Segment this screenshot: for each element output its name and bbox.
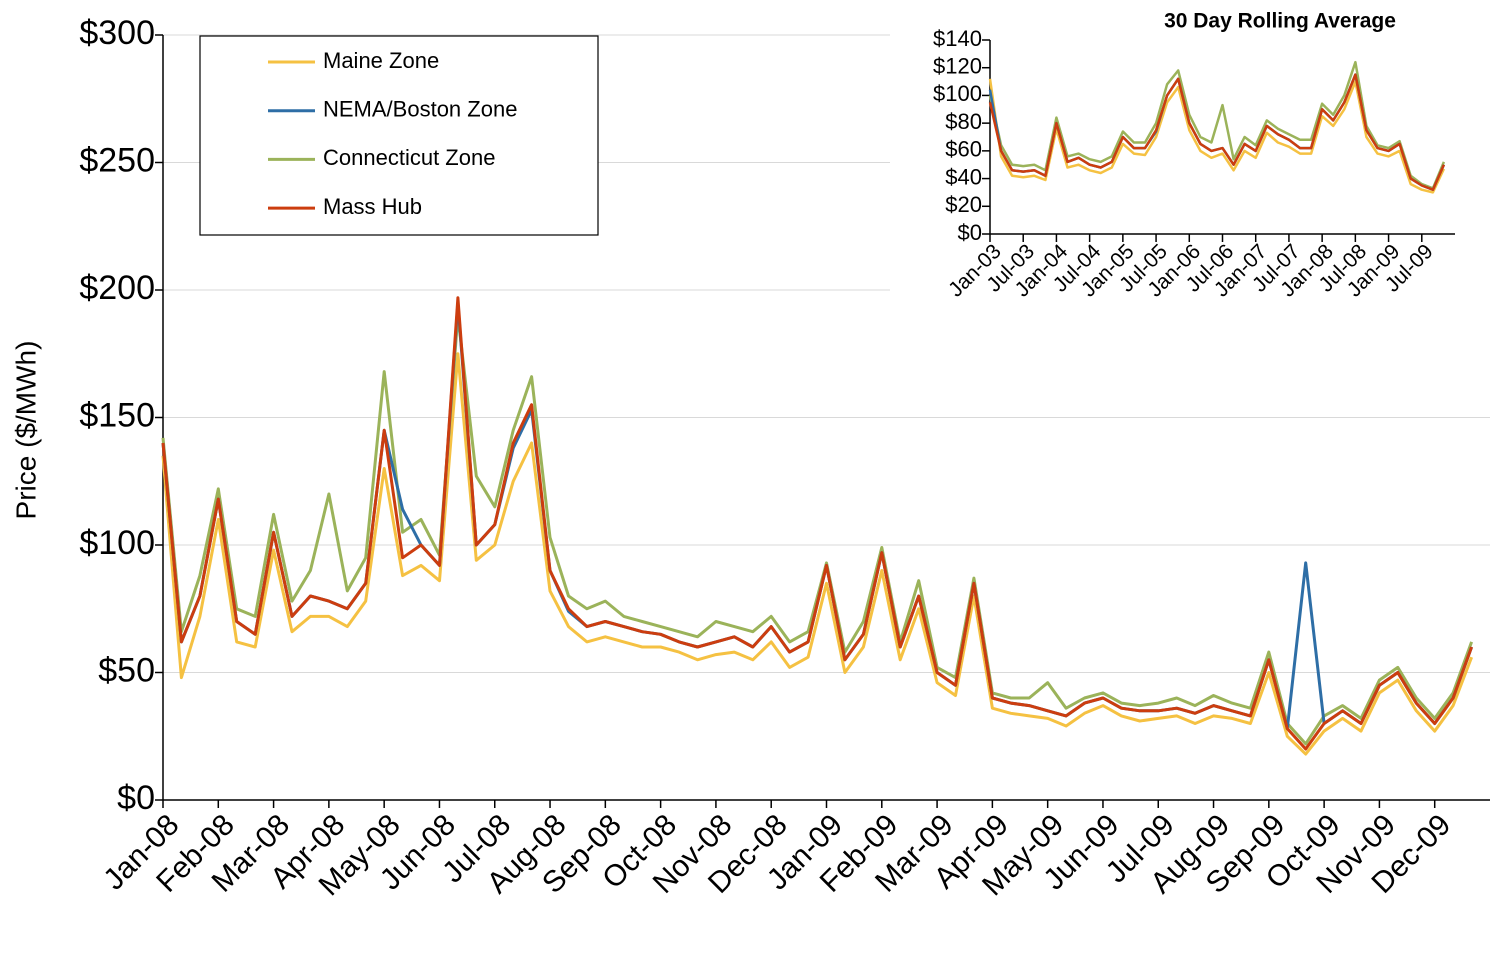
y-tick-label: $200 xyxy=(79,269,155,307)
legend-label: NEMA/Boston Zone xyxy=(323,97,517,122)
series-line xyxy=(161,352,1474,756)
y-tick-label: $40 xyxy=(945,164,982,189)
y-axis-label: Price ($/MWh) xyxy=(10,341,41,520)
chart-title: 30 Day Rolling Average xyxy=(1164,10,1396,33)
y-tick-label: $60 xyxy=(945,137,982,162)
y-tick-label: $0 xyxy=(117,779,155,817)
y-tick-label: $50 xyxy=(98,651,155,689)
series-line xyxy=(988,78,1446,194)
series-line xyxy=(161,296,1474,751)
y-tick-label: $140 xyxy=(933,26,982,51)
y-tick-label: $100 xyxy=(79,524,155,562)
series-line xyxy=(988,60,1446,190)
y-tick-label: $120 xyxy=(933,54,982,79)
y-tick-label: $80 xyxy=(945,109,982,134)
y-tick-label: $20 xyxy=(945,192,982,217)
y-tick-label: $150 xyxy=(79,396,155,434)
legend-label: Connecticut Zone xyxy=(323,145,495,170)
legend-label: Mass Hub xyxy=(323,194,422,219)
y-tick-label: $100 xyxy=(933,81,982,106)
legend-box xyxy=(199,35,599,236)
y-tick-label: $250 xyxy=(79,141,155,179)
y-tick-label: $300 xyxy=(79,14,155,52)
series-line xyxy=(161,301,1474,731)
legend-label: Maine Zone xyxy=(323,48,439,73)
series-line xyxy=(988,73,1446,191)
y-tick-label: $0 xyxy=(958,220,982,245)
